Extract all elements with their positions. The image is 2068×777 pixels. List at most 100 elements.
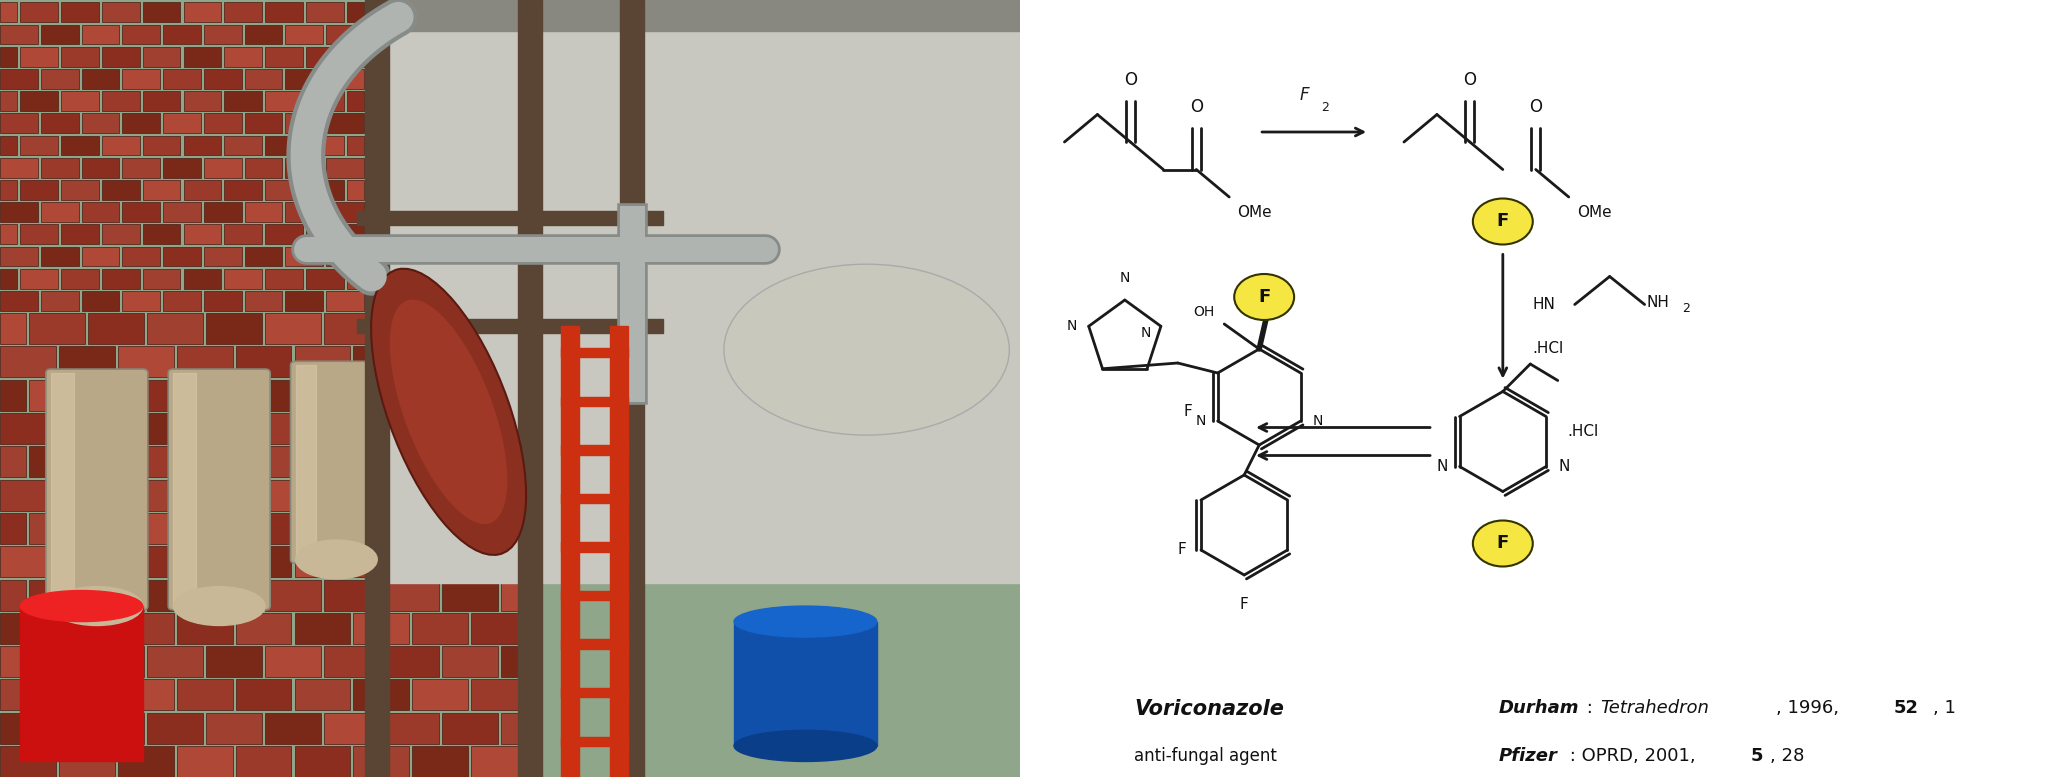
Bar bbox=[306, 91, 343, 111]
Bar bbox=[29, 646, 85, 677]
Bar bbox=[147, 313, 203, 344]
Bar bbox=[244, 246, 283, 267]
Bar bbox=[0, 180, 17, 200]
Bar bbox=[0, 246, 37, 267]
Bar bbox=[147, 380, 203, 411]
Bar bbox=[325, 713, 381, 744]
Bar bbox=[101, 91, 141, 111]
Bar bbox=[472, 347, 527, 378]
Bar bbox=[610, 326, 629, 777]
Bar bbox=[500, 513, 527, 544]
Bar bbox=[223, 47, 263, 67]
Bar bbox=[306, 2, 343, 23]
Ellipse shape bbox=[734, 730, 877, 761]
Bar bbox=[354, 613, 409, 644]
Bar bbox=[294, 479, 349, 510]
Bar bbox=[443, 713, 498, 744]
Bar bbox=[383, 380, 438, 411]
Bar bbox=[734, 622, 877, 746]
Bar bbox=[81, 25, 120, 44]
Bar bbox=[163, 113, 201, 133]
Text: O: O bbox=[1464, 71, 1477, 89]
Bar bbox=[58, 347, 114, 378]
Bar bbox=[325, 646, 381, 677]
Bar bbox=[285, 25, 323, 44]
Bar bbox=[412, 347, 467, 378]
Bar bbox=[122, 291, 159, 311]
Bar bbox=[101, 225, 141, 244]
Bar bbox=[306, 180, 343, 200]
Text: OMe: OMe bbox=[1237, 205, 1272, 220]
Bar bbox=[236, 746, 292, 777]
Bar bbox=[174, 373, 196, 606]
Bar bbox=[327, 158, 364, 178]
Bar bbox=[0, 380, 27, 411]
Bar bbox=[0, 446, 27, 477]
Bar bbox=[0, 679, 56, 710]
Bar bbox=[500, 446, 527, 477]
Bar bbox=[147, 513, 203, 544]
Text: Tetrahedron: Tetrahedron bbox=[1601, 699, 1710, 717]
Bar bbox=[205, 25, 242, 44]
Bar bbox=[294, 746, 349, 777]
Bar bbox=[223, 2, 263, 23]
Bar bbox=[21, 180, 58, 200]
Bar bbox=[58, 413, 114, 444]
Bar bbox=[184, 47, 221, 67]
Bar bbox=[560, 639, 629, 649]
Bar bbox=[265, 513, 321, 544]
Bar bbox=[560, 396, 629, 406]
Bar bbox=[207, 313, 263, 344]
Ellipse shape bbox=[389, 299, 509, 524]
Bar bbox=[443, 646, 498, 677]
Bar bbox=[0, 113, 37, 133]
Bar bbox=[143, 135, 180, 155]
Bar bbox=[184, 135, 221, 155]
Bar bbox=[236, 347, 292, 378]
Text: , 1996,: , 1996, bbox=[1776, 699, 1845, 717]
Text: :: : bbox=[1580, 699, 1599, 717]
Ellipse shape bbox=[724, 264, 1009, 435]
Bar bbox=[443, 513, 498, 544]
Text: .HCl: .HCl bbox=[1568, 424, 1599, 439]
Text: O: O bbox=[1123, 71, 1137, 89]
Bar bbox=[58, 613, 114, 644]
Bar bbox=[101, 2, 141, 23]
Bar bbox=[176, 347, 232, 378]
Bar bbox=[294, 347, 349, 378]
Bar bbox=[358, 211, 662, 225]
Bar bbox=[163, 25, 201, 44]
Bar bbox=[412, 746, 467, 777]
Bar bbox=[472, 479, 527, 510]
Bar bbox=[41, 113, 79, 133]
Bar bbox=[443, 580, 498, 611]
Bar bbox=[347, 91, 364, 111]
Bar bbox=[265, 269, 302, 288]
Text: F: F bbox=[1185, 403, 1193, 419]
Bar bbox=[41, 158, 79, 178]
Bar bbox=[443, 446, 498, 477]
Bar bbox=[223, 91, 263, 111]
Bar bbox=[0, 91, 17, 111]
Bar bbox=[500, 313, 527, 344]
Ellipse shape bbox=[52, 587, 143, 625]
Bar bbox=[354, 347, 409, 378]
Bar bbox=[122, 202, 159, 222]
Bar bbox=[0, 479, 56, 510]
Bar bbox=[0, 269, 17, 288]
Bar bbox=[294, 413, 349, 444]
Bar bbox=[325, 313, 381, 344]
Bar bbox=[163, 246, 201, 267]
Bar bbox=[0, 580, 27, 611]
Bar bbox=[383, 513, 438, 544]
Bar bbox=[285, 291, 323, 311]
Text: OMe: OMe bbox=[1576, 205, 1611, 220]
Bar bbox=[244, 113, 283, 133]
Text: F: F bbox=[1241, 597, 1249, 612]
Bar bbox=[29, 313, 85, 344]
Bar bbox=[236, 479, 292, 510]
Bar bbox=[306, 135, 343, 155]
Bar bbox=[285, 69, 323, 89]
Bar bbox=[176, 546, 232, 577]
Bar bbox=[327, 202, 364, 222]
